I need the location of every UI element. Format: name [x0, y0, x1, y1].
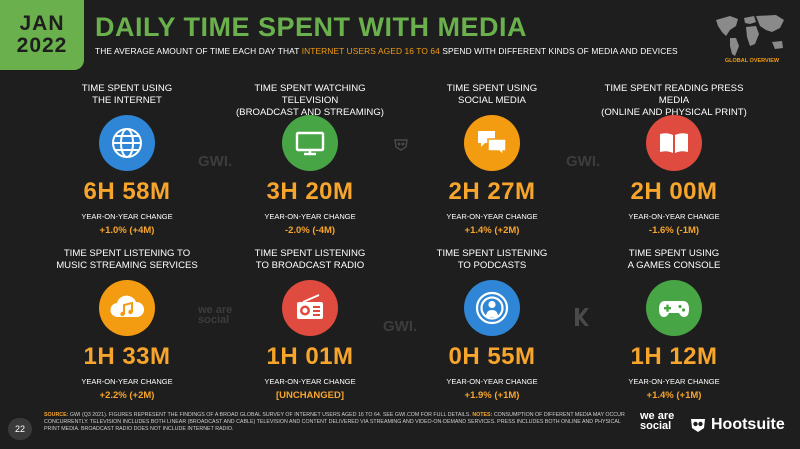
label-line-1: TIME SPENT USING — [628, 248, 720, 259]
label-line-1: TIME SPENT USING — [446, 83, 538, 94]
subtitle-post: SPEND WITH DIFFERENT KINDS OF MEDIA AND … — [439, 46, 678, 56]
notes-label: NOTES: — [472, 412, 493, 418]
label-line-2: (ONLINE AND PHYSICAL PRINT) — [601, 107, 747, 118]
label-line-2: TO PODCASTS — [457, 260, 527, 271]
card-broadcast-radio: TIME SPENT LISTENING TO BROADCAST RADIO 1… — [225, 248, 395, 401]
card-label: TIME SPENT LISTENING TO PODCASTS — [407, 248, 577, 274]
yoy-label: YEAR-ON-YEAR CHANGE — [446, 377, 538, 386]
time-value: 1H 33M — [83, 343, 171, 370]
yoy-label: YEAR-ON-YEAR CHANGE — [81, 212, 173, 221]
gwi-watermark: GWI. — [198, 153, 233, 170]
time-value: 0H 55M — [448, 343, 536, 370]
yoy-change: +1.0% (+4M) — [99, 225, 155, 236]
hootsuite-logo: Hootsuite — [689, 416, 785, 434]
card-label: TIME SPENT USING A GAMES CONSOLE — [589, 248, 759, 274]
owl-icon — [691, 419, 705, 432]
time-value: 1H 12M — [630, 343, 718, 370]
globe-icon — [112, 128, 142, 158]
icon-circle — [99, 115, 155, 171]
card-press-media: TIME SPENT READING PRESS MEDIA (ONLINE AN… — [589, 83, 759, 236]
card-social-media: TIME SPENT USING SOCIAL MEDIA 2H 27M YEAR… — [407, 83, 577, 236]
yoy-label: YEAR-ON-YEAR CHANGE — [264, 377, 356, 386]
yoy-change: [UNCHANGED] — [275, 390, 345, 401]
open-book-icon — [660, 133, 688, 153]
yoy-change: +1.4% (+2M) — [464, 225, 520, 236]
label-line-1: TIME SPENT WATCHING TELEVISION — [254, 83, 366, 106]
icon-circle — [99, 280, 155, 336]
time-value: 1H 01M — [266, 343, 354, 370]
icon-circle — [464, 115, 520, 171]
card-label: TIME SPENT USING THE INTERNET — [42, 83, 212, 109]
date-year: 2022 — [16, 34, 68, 57]
we-are-social-logo: we are social — [640, 410, 675, 432]
label-line-1: TIME SPENT LISTENING TO — [63, 248, 191, 259]
yoy-change: +1.9% (+1M) — [464, 390, 520, 401]
date-month: JAN — [19, 12, 65, 35]
source-notes: SOURCE: GWI (Q3 2021). FIGURES REPRESENT… — [44, 412, 636, 434]
icon-circle — [464, 280, 520, 336]
card-label: TIME SPENT USING SOCIAL MEDIA — [407, 83, 577, 109]
card-internet: TIME SPENT USING THE INTERNET 6H 58M YEAR… — [42, 83, 212, 236]
card-television: TIME SPENT WATCHING TELEVISION (BROADCAST… — [225, 83, 395, 236]
radio-icon — [297, 294, 323, 319]
label-line-1: TIME SPENT LISTENING — [254, 248, 366, 259]
label-line-1: TIME SPENT USING — [81, 83, 173, 94]
source-label: SOURCE: — [44, 412, 69, 418]
time-value: 3H 20M — [266, 178, 354, 205]
notes-text: CONSUMPTION OF DIFFERENT MEDIA MAY OCCUR… — [44, 412, 625, 433]
tv-icon — [295, 131, 325, 156]
card-games-console: TIME SPENT USING A GAMES CONSOLE 1H 12M Y… — [589, 248, 759, 401]
card-label: TIME SPENT LISTENING TO BROADCAST RADIO — [225, 248, 395, 274]
time-value: 2H 00M — [630, 178, 718, 205]
time-value: 2H 27M — [448, 178, 536, 205]
gwi-watermark: GWI. — [566, 153, 601, 170]
icon-circle — [646, 115, 702, 171]
source-text: GWI (Q3 2021). FIGURES REPRESENT THE FIN… — [69, 412, 471, 418]
yoy-label: YEAR-ON-YEAR CHANGE — [446, 212, 538, 221]
page-subtitle: THE AVERAGE AMOUNT OF TIME EACH DAY THAT… — [95, 46, 678, 56]
yoy-label: YEAR-ON-YEAR CHANGE — [628, 377, 720, 386]
cloud-music-icon — [110, 295, 145, 318]
card-music-streaming: TIME SPENT LISTENING TO MUSIC STREAMING S… — [42, 248, 212, 401]
label-line-2: SOCIAL MEDIA — [458, 95, 526, 106]
card-podcasts: TIME SPENT LISTENING TO PODCASTS 0H 55M Y… — [407, 248, 577, 401]
subtitle-pre: THE AVERAGE AMOUNT OF TIME EACH DAY THAT — [95, 46, 302, 56]
hootsuite-wordmark: Hootsuite — [711, 416, 785, 433]
time-value: 6H 58M — [83, 178, 171, 205]
yoy-change: -1.6% (-1M) — [648, 225, 700, 236]
label-line-2: TO BROADCAST RADIO — [255, 260, 365, 271]
yoy-change: +1.4% (+1M) — [646, 390, 702, 401]
subtitle-highlight: INTERNET USERS AGED 16 TO 64 — [301, 46, 440, 56]
label-line-2: THE INTERNET — [92, 95, 162, 106]
yoy-change: +2.2% (+2M) — [99, 390, 155, 401]
podcast-icon — [475, 291, 509, 325]
gamepad-icon — [659, 301, 689, 317]
icon-circle — [282, 115, 338, 171]
hootsuite-owl-watermark — [394, 139, 408, 151]
label-line-2: MUSIC STREAMING SERVICES — [56, 260, 198, 271]
chat-bubbles-icon — [478, 131, 507, 157]
card-label: TIME SPENT WATCHING TELEVISION (BROADCAST… — [225, 83, 395, 118]
yoy-change: -2.0% (-4M) — [284, 225, 336, 236]
world-map-icon — [716, 15, 784, 56]
card-label: TIME SPENT READING PRESS MEDIA (ONLINE AN… — [589, 83, 759, 118]
label-line-2: A GAMES CONSOLE — [627, 260, 721, 271]
date-badge: JAN 2022 — [0, 0, 84, 70]
label-line-1: TIME SPENT READING PRESS MEDIA — [604, 83, 744, 106]
card-label: TIME SPENT LISTENING TO MUSIC STREAMING S… — [42, 248, 212, 274]
kepios-watermark — [575, 308, 589, 326]
label-line-2: (BROADCAST AND STREAMING) — [235, 107, 384, 118]
yoy-label: YEAR-ON-YEAR CHANGE — [81, 377, 173, 386]
global-overview-label: GLOBAL OVERVIEW — [724, 58, 780, 64]
gwi-watermark: GWI. — [383, 318, 418, 335]
yoy-label: YEAR-ON-YEAR CHANGE — [628, 212, 720, 221]
page-title: DAILY TIME SPENT WITH MEDIA — [95, 12, 528, 42]
yoy-label: YEAR-ON-YEAR CHANGE — [264, 212, 356, 221]
icon-circle — [646, 280, 702, 336]
label-line-1: TIME SPENT LISTENING — [436, 248, 548, 259]
page-number: 22 — [8, 418, 32, 440]
we-are-social-watermark: we are social — [198, 304, 233, 326]
icon-circle — [282, 280, 338, 336]
